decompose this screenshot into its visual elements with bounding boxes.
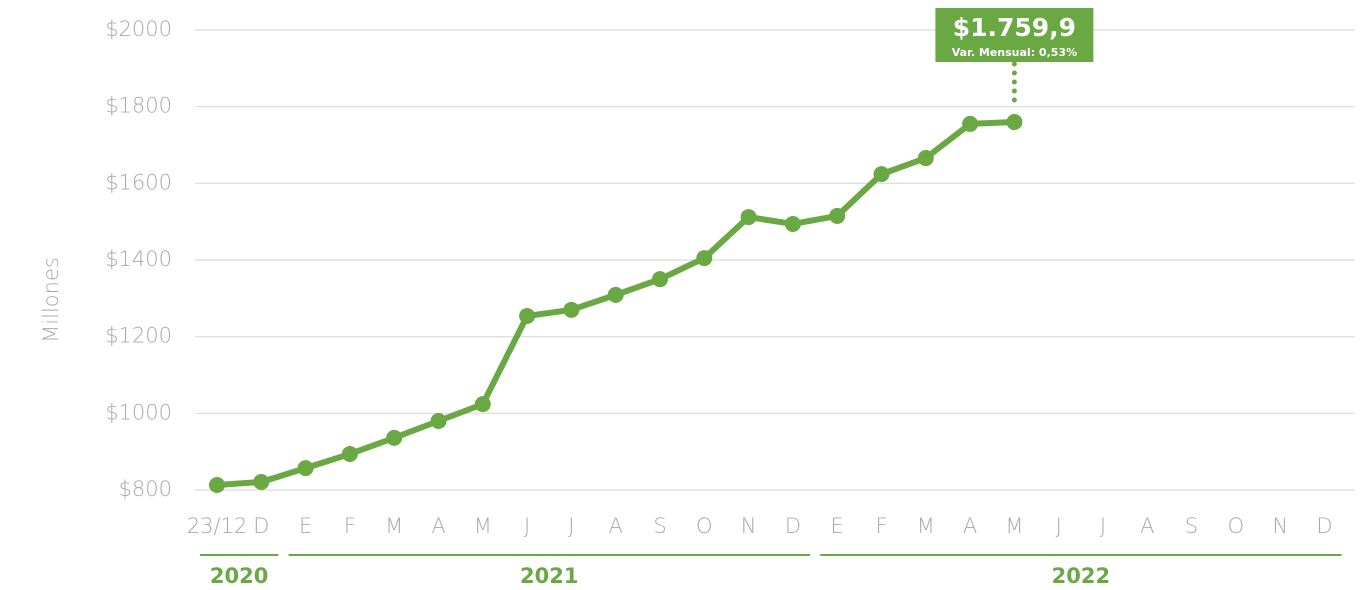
- x-tick-label: M: [385, 514, 403, 538]
- x-tick-label: J: [568, 514, 574, 538]
- year-label: 2020: [210, 564, 268, 588]
- x-tick-label: O: [696, 514, 713, 538]
- data-point: [740, 209, 757, 226]
- data-point: [607, 286, 624, 303]
- x-tick-label: S: [653, 514, 666, 538]
- data-point: [341, 445, 358, 462]
- value-label: $1.759,9: [953, 13, 1076, 42]
- data-point: [474, 396, 491, 413]
- y-tick-label: $1000: [105, 400, 172, 424]
- data-point: [784, 215, 801, 232]
- x-tick-label: S: [1185, 514, 1198, 538]
- x-tick-label: J: [524, 514, 530, 538]
- data-point: [563, 301, 580, 318]
- x-tick-label: N: [1272, 514, 1288, 538]
- x-tick-label: J: [1056, 514, 1062, 538]
- x-tick-label: A: [1140, 514, 1154, 538]
- x-tick-label: O: [1228, 514, 1245, 538]
- x-tick-label: M: [917, 514, 935, 538]
- y-tick-label: $1200: [105, 324, 172, 348]
- x-tick-label: F: [344, 514, 356, 538]
- y-tick-label: $1400: [105, 247, 172, 271]
- x-tick-label: D: [253, 514, 269, 538]
- annotation: Var. Mensual: 0,53%: [952, 46, 1077, 59]
- data-point: [917, 150, 934, 167]
- data-point: [253, 473, 270, 490]
- data-point: [652, 271, 668, 288]
- y-tick-label: $1600: [105, 170, 172, 194]
- x-tick-label: E: [831, 514, 844, 538]
- x-tick-label: 23/12: [187, 514, 248, 538]
- y-tick-label: $1800: [105, 94, 172, 118]
- data-point: [696, 250, 713, 267]
- x-tick-label: A: [963, 514, 977, 538]
- x-tick-label: D: [1316, 514, 1332, 538]
- data-point: [873, 166, 890, 183]
- x-tick-label: M: [474, 514, 492, 538]
- x-tick-label: N: [741, 514, 757, 538]
- x-tick-label: F: [875, 514, 887, 538]
- y-tick-label: $800: [119, 477, 172, 501]
- x-tick-label: M: [1005, 514, 1023, 538]
- data-point: [209, 477, 225, 494]
- x-tick-label: A: [609, 514, 623, 538]
- y-tick-label: $2000: [105, 17, 172, 41]
- data-point: [386, 429, 403, 446]
- x-tick-label: A: [431, 514, 445, 538]
- year-label: 2022: [1052, 564, 1110, 588]
- data-point: [829, 207, 846, 224]
- x-tick-label: D: [785, 514, 801, 538]
- data-point: [297, 460, 314, 477]
- data-point: [962, 115, 979, 132]
- data-point: [430, 413, 447, 429]
- callout-box: [935, 8, 1094, 62]
- x-tick-label: J: [1100, 514, 1106, 538]
- year-label: 2021: [520, 564, 578, 588]
- x-tick-label: E: [299, 514, 312, 538]
- y-axis-label: Millones: [39, 257, 63, 343]
- series-line: [216, 119, 1015, 489]
- data-point: [519, 307, 536, 324]
- data-point: [1006, 114, 1023, 131]
